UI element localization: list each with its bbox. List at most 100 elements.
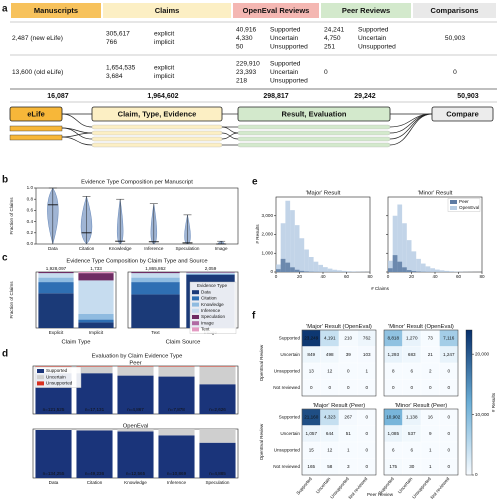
flow-link bbox=[61, 127, 93, 140]
cell-label: 0 bbox=[365, 464, 368, 469]
cell-label: 0 bbox=[365, 414, 368, 419]
hist-bar bbox=[416, 258, 421, 272]
cell-label: 0 bbox=[365, 447, 368, 452]
cell-label: 12 bbox=[327, 447, 333, 452]
total-cell: 1,964,602 bbox=[147, 93, 178, 100]
cell-label: 2 bbox=[429, 368, 432, 373]
flow-node-label: Result, Evaluation bbox=[281, 109, 346, 118]
table-cell: 50 bbox=[236, 43, 244, 50]
cell-label: 1,270 bbox=[406, 335, 418, 340]
cell-label: 0 bbox=[347, 368, 350, 373]
x-tick-label: Data bbox=[48, 246, 58, 251]
cell-label: 644 bbox=[326, 431, 334, 436]
bar-segment bbox=[78, 322, 114, 328]
cell-label: 13 bbox=[309, 368, 315, 373]
bar-segment bbox=[78, 273, 114, 281]
legend-swatch bbox=[192, 308, 199, 313]
hist-bar bbox=[280, 223, 286, 272]
bar-segment bbox=[158, 376, 195, 414]
x-tick-label: 40 bbox=[432, 274, 438, 279]
hist-bar bbox=[430, 268, 435, 272]
bar-total: 1,865,862 bbox=[145, 266, 166, 271]
panel-label: b bbox=[2, 175, 8, 186]
colorbar-tick-label: 20,000 bbox=[475, 351, 489, 356]
x-tick-label: Explicit bbox=[49, 330, 64, 335]
header-cell bbox=[321, 3, 411, 18]
total-cell: 16,087 bbox=[47, 93, 69, 100]
hist-bar bbox=[285, 200, 291, 272]
flow-bar bbox=[9, 125, 63, 132]
cell-label: 15 bbox=[309, 447, 315, 452]
x-axis-label: Claim Source bbox=[166, 340, 201, 346]
panel-title: 'Minor' Result (Peer) bbox=[395, 403, 448, 409]
y-axis-label: OpenEval Review bbox=[259, 423, 264, 460]
table-cell: Supported bbox=[270, 60, 301, 67]
flow-node bbox=[91, 106, 223, 122]
hist-bar bbox=[449, 271, 454, 272]
column-label: Not reviewed bbox=[429, 476, 450, 499]
table-cell: explicit bbox=[154, 31, 174, 38]
table-cell: 766 bbox=[106, 39, 117, 46]
cell-label: 30 bbox=[409, 464, 415, 469]
hist-bar bbox=[425, 266, 431, 272]
flow-bar bbox=[91, 124, 223, 130]
flow-bar bbox=[237, 136, 391, 142]
hist-bar bbox=[435, 269, 440, 272]
cell-label: 7,116 bbox=[443, 335, 455, 340]
flow-link bbox=[61, 132, 93, 138]
panel-label: a bbox=[2, 4, 8, 15]
bar-segment bbox=[117, 431, 154, 478]
table-cell: 4,330 bbox=[236, 35, 253, 42]
table-cell: Uncertain bbox=[270, 69, 299, 76]
bar-segment bbox=[38, 277, 74, 283]
cell-label: 9 bbox=[429, 431, 432, 436]
bar-segment bbox=[76, 430, 113, 478]
column-label: Uncertain bbox=[397, 476, 414, 495]
flow-link bbox=[221, 126, 239, 134]
plot-frame bbox=[35, 271, 117, 329]
table-cell: Supported bbox=[358, 26, 389, 33]
legend-label: Knowledge bbox=[201, 302, 224, 307]
panel-label: e bbox=[252, 177, 258, 188]
hist-bar bbox=[337, 270, 342, 272]
x-tick-label: Data bbox=[49, 480, 59, 485]
bar-segment bbox=[158, 366, 195, 377]
cell-label: 23,249 bbox=[304, 335, 318, 340]
x-axis-label: Peer Review bbox=[367, 492, 394, 497]
cell-label: 165 bbox=[307, 464, 315, 469]
hist-bar bbox=[420, 263, 426, 272]
y-tick-label: 0.2 bbox=[27, 230, 34, 235]
panel-label: c bbox=[2, 253, 8, 264]
hist-bar bbox=[411, 251, 417, 272]
panel-label: d bbox=[2, 349, 8, 360]
x-tick-label: 60 bbox=[456, 274, 462, 279]
bar-total: 2,059 bbox=[205, 266, 217, 271]
cell-label: 0 bbox=[447, 464, 450, 469]
bar-total: 1,733 bbox=[90, 266, 102, 271]
x-tick-label: 80 bbox=[479, 274, 485, 279]
y-tick-label: 0 bbox=[270, 269, 273, 274]
bar-total: n=121,525 bbox=[43, 407, 65, 412]
flow-node bbox=[237, 106, 391, 122]
bar-segment bbox=[186, 272, 235, 273]
legend-swatch bbox=[192, 315, 199, 319]
hist-bar bbox=[397, 261, 403, 272]
cell-label: 4,191 bbox=[324, 335, 336, 340]
plot-frame bbox=[35, 187, 239, 245]
table-cell: 0 bbox=[324, 69, 328, 76]
bar-total: n=4,885 bbox=[209, 471, 226, 476]
bar-segment bbox=[117, 429, 154, 432]
chart-title: Evidence Type Composition by Claim Type … bbox=[66, 259, 207, 265]
bar-total: n=4,867 bbox=[127, 407, 144, 412]
hist-bar bbox=[308, 257, 314, 272]
y-axis-label: Fraction of Claims bbox=[9, 197, 14, 235]
x-tick-label: 0 bbox=[275, 274, 278, 279]
panel-title: 'Minor' Result bbox=[418, 191, 453, 197]
cell-label: 6 bbox=[410, 447, 413, 452]
heat-frame bbox=[301, 408, 377, 476]
cell-label: 1 bbox=[365, 368, 368, 373]
x-tick-label: Inference bbox=[144, 246, 164, 251]
bar-total: n=10,869 bbox=[167, 471, 187, 476]
legend-swatch bbox=[37, 381, 44, 386]
